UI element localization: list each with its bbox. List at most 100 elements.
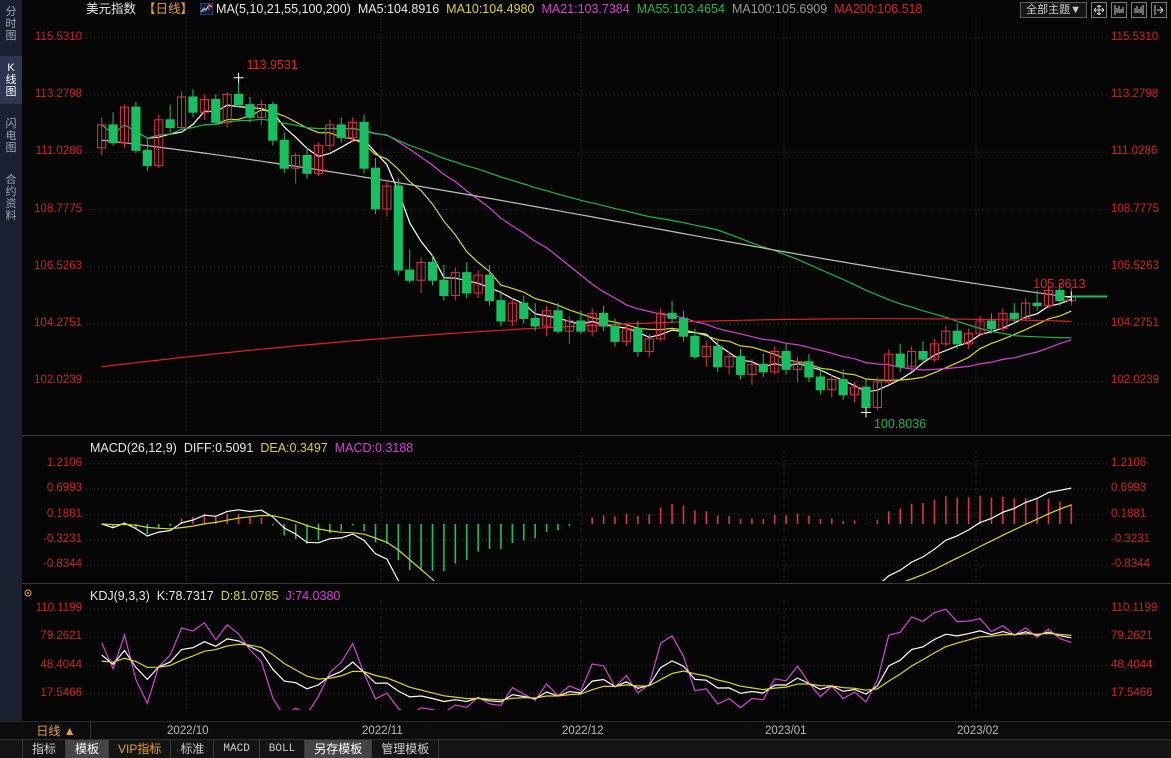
candle-body — [405, 269, 415, 281]
chart-toolbar-right: 全部主题▼ — [1020, 2, 1167, 18]
candle-body — [610, 325, 620, 342]
candle-body — [462, 272, 472, 294]
candle-body — [393, 185, 403, 271]
candle-body — [861, 386, 871, 409]
candle-body — [849, 386, 860, 396]
axis-tick-label: 79.2621 — [40, 630, 82, 643]
candle-body — [621, 328, 632, 342]
theme-select[interactable]: 全部主题▼ — [1020, 2, 1087, 18]
sidebar-item-label: 分 — [5, 6, 17, 18]
toolbar-button-1[interactable]: 指标 — [22, 740, 67, 758]
candle-body — [211, 98, 221, 123]
toolbar-button-8[interactable]: 管理模板 — [372, 740, 440, 758]
toolbar-button-3[interactable]: VIP指标 — [109, 740, 172, 758]
candle-body — [906, 351, 917, 368]
sidebar-item-label: 约 — [5, 186, 17, 198]
ma100-value: MA100:105.6909 — [731, 2, 828, 16]
macd-plot[interactable] — [86, 452, 1107, 581]
candle-body — [1043, 289, 1054, 307]
candle-body — [256, 104, 267, 118]
ma5-line — [147, 104, 1072, 393]
sidebar-item-heyue[interactable]: 合约资料 — [0, 168, 22, 228]
axis-tick-label: 115.5310 — [1111, 30, 1159, 43]
candle-body — [656, 312, 666, 340]
macd-dea-value: DEA:0.3497 — [260, 441, 328, 455]
candle-body — [576, 320, 586, 332]
candle-body — [804, 361, 814, 378]
exit-fullscreen-icon[interactable] — [1151, 2, 1167, 18]
ma-formula: MA(5,10,21,55,100,200) — [216, 2, 351, 16]
candle-body — [222, 93, 232, 123]
axis-tick-label: 106.5263 — [34, 259, 82, 272]
axis-tick-label: 106.5263 — [1111, 259, 1159, 272]
candle-body — [233, 93, 244, 106]
axis-tick-label: -0.3231 — [1111, 532, 1151, 545]
ma100-line — [101, 139, 1072, 299]
toolbar-button-2[interactable]: 模板 — [66, 740, 110, 758]
kdj-settings-icon[interactable] — [22, 586, 34, 598]
candle-body — [1032, 302, 1042, 307]
sidebar-item-shandian[interactable]: 闪电图 — [0, 112, 22, 160]
axis-tick-label: -0.3231 — [42, 532, 82, 545]
toolbar-button-5[interactable]: MACD — [214, 740, 260, 758]
sidebar-item-label: 电 — [5, 130, 17, 142]
candle-body — [735, 356, 746, 375]
candle-body — [154, 119, 164, 167]
axis-tick-label: -0.8344 — [1111, 558, 1151, 571]
candle-body — [713, 345, 723, 368]
candle-body — [667, 312, 677, 319]
candle-body — [484, 274, 495, 302]
kdj-plot[interactable] — [86, 600, 1107, 710]
kdj-d-line — [101, 632, 1072, 701]
toolbar-button-7[interactable]: 另存模板 — [305, 740, 373, 758]
candle-body — [678, 317, 689, 337]
sidebar-item-label: 图 — [5, 30, 17, 42]
candle-body — [268, 104, 278, 141]
time-axis-bar: 日线 ▲ 2022/10 2022/11 2022/12 2023/01 2023/02 — [0, 721, 1171, 740]
plot-svg — [86, 18, 1107, 433]
candle-body — [964, 333, 974, 345]
candle-body — [895, 353, 905, 368]
date-tick-label: 2023/02 — [957, 725, 999, 737]
candle-body — [644, 338, 654, 353]
toolbar-button-4[interactable]: 标准 — [171, 740, 215, 758]
axis-tick-label: 108.7775 — [1111, 202, 1159, 215]
low-price-label: 100.8036 — [873, 416, 927, 431]
axis-tick-label: 0.6993 — [1111, 482, 1147, 495]
candle-body — [530, 317, 540, 327]
candle-body — [97, 124, 107, 149]
kdj-title: KDJ(9,3,3) — [90, 589, 150, 603]
ma10-value: MA10:104.4980 — [446, 2, 535, 16]
candle-body — [245, 104, 255, 118]
align-left-axis-icon[interactable] — [1111, 2, 1127, 18]
align-right-axis-icon[interactable] — [1131, 2, 1147, 18]
candle-body — [633, 328, 643, 353]
candle-body — [929, 343, 940, 360]
macd-macd-value: MACD:0.3188 — [334, 441, 414, 455]
axis-tick-label: 104.2751 — [1111, 317, 1159, 330]
candle-body — [724, 356, 734, 368]
ma200-line — [101, 318, 1072, 368]
move-crosshair-icon[interactable] — [1091, 2, 1107, 18]
price-plot[interactable] — [86, 18, 1107, 433]
candle-body — [952, 330, 962, 345]
candle-body — [416, 261, 426, 281]
sidebar-item-fenshi[interactable]: 分时图 — [0, 0, 22, 48]
toolbar-button-6[interactable]: BOLL — [260, 740, 306, 758]
axis-tick-label: 108.7775 — [34, 202, 82, 215]
candle-body — [313, 144, 324, 174]
candle-body — [564, 320, 574, 332]
kdj-j-value: J:74.0380 — [285, 589, 341, 603]
chart-canvas-area: 美元指数 【日线】 MA(5,10,21,55,100,200) MA5:104.8… — [22, 0, 1171, 721]
candle-body — [541, 310, 552, 327]
axis-tick-label: 102.0239 — [1111, 374, 1159, 387]
period-tag: 【日线】 — [143, 2, 194, 16]
candle-body — [587, 312, 597, 332]
period-button[interactable]: 日线 ▲ — [22, 722, 91, 740]
ma21-line — [329, 127, 1072, 371]
candle-body — [325, 124, 335, 146]
sidebar-item-label: 时 — [5, 18, 17, 30]
axis-tick-label: 1.2106 — [1111, 456, 1147, 469]
kdj-header: KDJ(9,3,3) K:78.7317 D:81.0785 J:74.0380 — [90, 587, 347, 605]
